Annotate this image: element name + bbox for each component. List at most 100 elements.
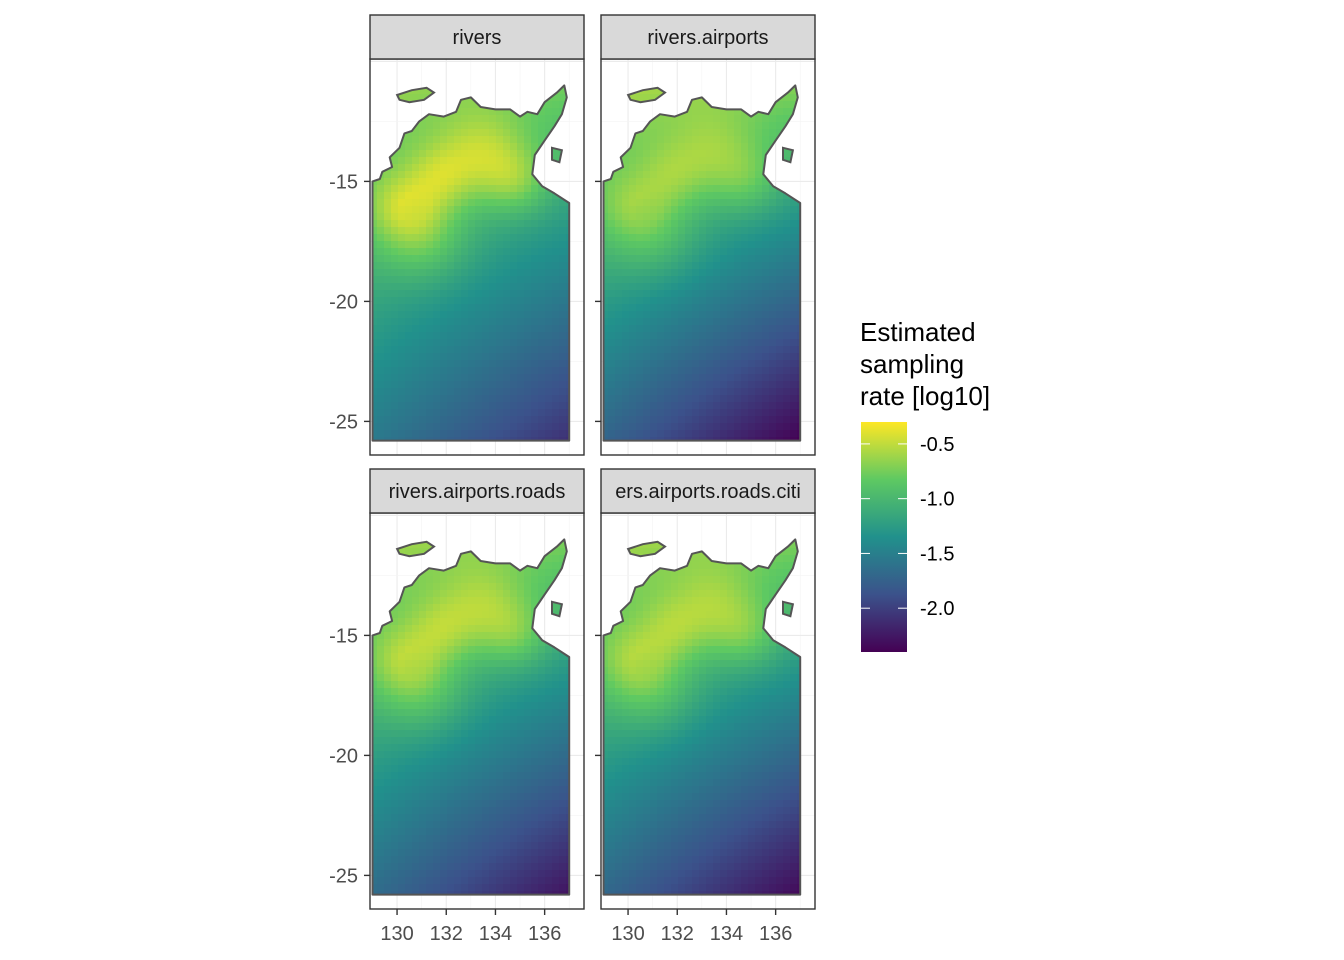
raster-cell bbox=[741, 178, 749, 186]
raster-cell bbox=[538, 765, 546, 773]
raster-cell bbox=[685, 297, 693, 305]
raster-cell bbox=[372, 339, 378, 347]
raster-cell bbox=[734, 213, 742, 221]
raster-cell bbox=[650, 192, 658, 200]
raster-cell bbox=[475, 611, 483, 619]
raster-cell bbox=[405, 800, 413, 808]
raster-cell bbox=[748, 213, 756, 221]
raster-cell bbox=[636, 360, 644, 368]
raster-cell bbox=[475, 206, 483, 214]
raster-cell bbox=[475, 262, 483, 270]
raster-cell bbox=[629, 241, 637, 249]
raster-cell bbox=[538, 283, 546, 291]
raster-cell bbox=[426, 688, 434, 696]
raster-cell bbox=[643, 227, 651, 235]
raster-cell bbox=[482, 122, 490, 130]
raster-cell bbox=[678, 346, 686, 354]
raster-cell bbox=[510, 283, 518, 291]
raster-cell bbox=[489, 646, 497, 654]
raster-cell bbox=[664, 115, 672, 123]
raster-cell bbox=[503, 115, 511, 123]
raster-cell bbox=[699, 199, 707, 207]
raster-cell bbox=[657, 164, 665, 172]
raster-cell bbox=[468, 423, 476, 431]
raster-cell bbox=[790, 325, 798, 333]
raster-cell bbox=[503, 220, 511, 228]
raster-cell bbox=[692, 185, 700, 193]
raster-cell bbox=[426, 814, 434, 822]
raster-cell bbox=[517, 304, 525, 312]
raster-cell bbox=[790, 304, 798, 312]
raster-cell bbox=[727, 262, 735, 270]
raster-cell bbox=[678, 199, 686, 207]
raster-cell bbox=[440, 220, 448, 228]
raster-cell bbox=[797, 255, 801, 263]
raster-cell bbox=[461, 388, 469, 396]
raster-cell bbox=[377, 318, 385, 326]
raster-cell bbox=[629, 430, 637, 438]
raster-cell bbox=[552, 800, 560, 808]
raster-cell bbox=[412, 688, 420, 696]
raster-cell bbox=[454, 276, 462, 284]
raster-cell bbox=[447, 262, 455, 270]
raster-cell bbox=[517, 122, 525, 130]
raster-cell bbox=[510, 339, 518, 347]
raster-cell bbox=[398, 171, 406, 179]
raster-cell bbox=[727, 367, 735, 375]
raster-cell bbox=[685, 150, 693, 158]
raster-cell bbox=[377, 409, 385, 417]
raster-cell bbox=[475, 129, 483, 137]
raster-cell bbox=[510, 702, 518, 710]
raster-cell bbox=[524, 660, 532, 668]
raster-cell bbox=[531, 730, 539, 738]
raster-cell bbox=[482, 360, 490, 368]
raster-cell bbox=[447, 653, 455, 661]
raster-cell bbox=[384, 353, 392, 361]
raster-cell bbox=[440, 339, 448, 347]
raster-cell bbox=[447, 199, 455, 207]
raster-cell bbox=[419, 437, 427, 441]
raster-cell bbox=[727, 234, 735, 242]
raster-cell bbox=[503, 255, 511, 263]
raster-cell bbox=[475, 751, 483, 759]
raster-cell bbox=[603, 332, 609, 340]
raster-cell bbox=[727, 143, 735, 151]
raster-cell bbox=[559, 723, 567, 731]
raster-cell bbox=[454, 234, 462, 242]
raster-cell bbox=[419, 800, 427, 808]
raster-cell bbox=[426, 388, 434, 396]
raster-cell bbox=[391, 220, 399, 228]
raster-cell bbox=[412, 304, 420, 312]
raster-cell bbox=[559, 430, 567, 438]
raster-cell bbox=[461, 199, 469, 207]
raster-cell bbox=[461, 793, 469, 801]
raster-cell bbox=[419, 276, 427, 284]
raster-cell bbox=[699, 416, 707, 424]
raster-cell bbox=[762, 255, 770, 263]
raster-cell bbox=[377, 185, 385, 193]
raster-cell bbox=[678, 241, 686, 249]
raster-cell bbox=[475, 276, 483, 284]
raster-cell bbox=[405, 283, 413, 291]
raster-cell bbox=[405, 185, 413, 193]
raster-cell bbox=[447, 241, 455, 249]
raster-cell bbox=[503, 562, 511, 570]
raster-cell bbox=[517, 786, 525, 794]
raster-cell bbox=[405, 744, 413, 752]
raster-cell bbox=[755, 192, 763, 200]
raster-cell bbox=[412, 423, 420, 431]
raster-cell bbox=[372, 374, 378, 382]
raster-cell bbox=[419, 178, 427, 186]
raster-cell bbox=[433, 206, 441, 214]
raster-cell bbox=[475, 213, 483, 221]
raster-cell bbox=[510, 388, 518, 396]
raster-cell bbox=[650, 129, 658, 137]
raster-cell bbox=[783, 388, 791, 396]
raster-cell bbox=[496, 402, 504, 410]
raster-cell bbox=[384, 199, 392, 207]
raster-cell bbox=[538, 646, 546, 654]
raster-cell bbox=[552, 548, 560, 556]
raster-cell bbox=[559, 779, 567, 787]
raster-cell bbox=[559, 276, 567, 284]
raster-cell bbox=[496, 618, 504, 626]
